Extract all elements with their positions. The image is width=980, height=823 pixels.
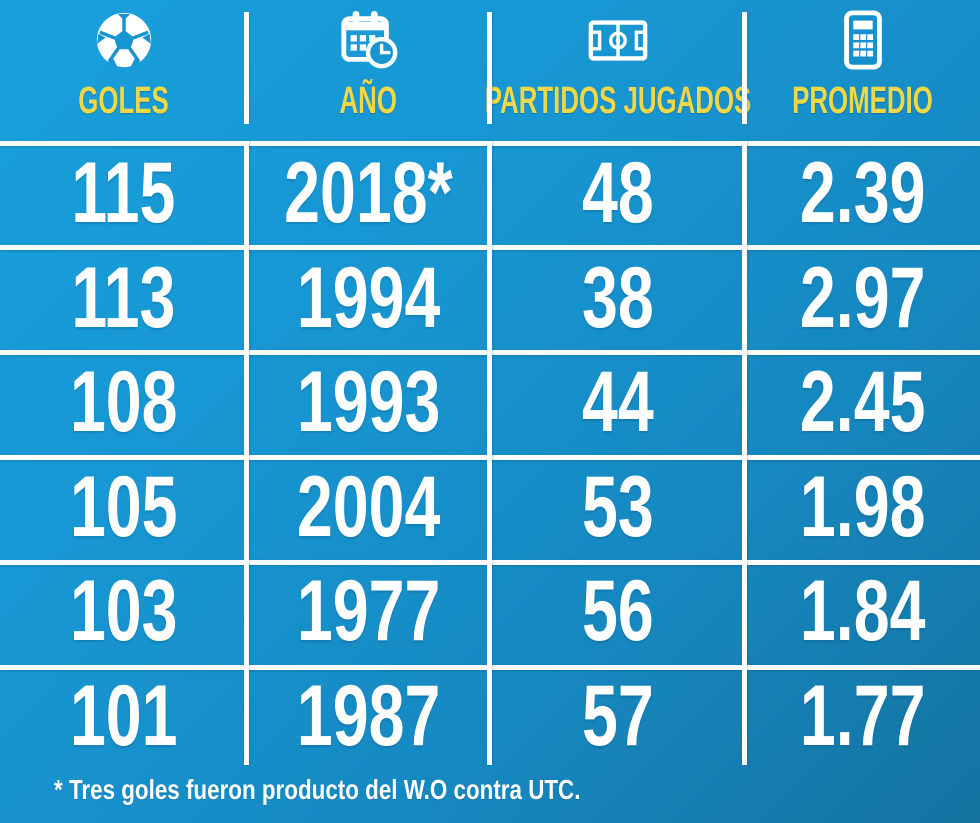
column-label-promedio: PROMEDIO	[792, 80, 933, 122]
table-cell: 115	[0, 141, 247, 246]
promedio-value: 1.98	[799, 458, 926, 555]
table-cell: 1977	[247, 559, 490, 664]
column-divider	[742, 12, 747, 124]
table-cell: 1.98	[745, 455, 980, 560]
header-ano: AÑO	[247, 0, 490, 141]
table-cell: 1993	[247, 350, 490, 455]
ano-value: 2018*	[284, 145, 453, 242]
partidos-value: 38	[581, 249, 654, 346]
column-divider	[487, 141, 492, 765]
calendar-clock-icon	[340, 10, 397, 69]
header-partidos: PARTIDOS JUGADOS	[484, 0, 751, 141]
table-cell: 113	[0, 246, 247, 351]
table-cell: 56	[490, 559, 745, 664]
table-cell: 1.84	[745, 559, 980, 664]
table-cell: 2.39	[745, 141, 980, 246]
column-divider	[244, 12, 249, 124]
soccer-ball-icon	[96, 12, 151, 68]
table-cell: 1.77	[745, 664, 980, 769]
column-divider	[244, 141, 249, 765]
table-cell: 1994	[247, 246, 490, 351]
partidos-value: 53	[581, 458, 654, 555]
table-cell: 53	[490, 455, 745, 560]
table-cell: 2.45	[745, 350, 980, 455]
table-cell: 2.97	[745, 246, 980, 351]
column-divider	[742, 141, 747, 765]
table-cell: 2018*	[247, 141, 490, 246]
table-cell: 105	[0, 455, 247, 560]
ano-value: 1987	[296, 667, 441, 764]
table-cell: 103	[0, 559, 247, 664]
calculator-icon	[843, 10, 882, 70]
column-divider	[487, 12, 492, 124]
ano-value: 1993	[296, 354, 441, 451]
table-cell: 2004	[247, 455, 490, 560]
table-cell: 101	[0, 664, 247, 769]
promedio-value: 2.97	[799, 249, 926, 346]
football-field-icon	[588, 20, 647, 61]
table-cell: 44	[490, 350, 745, 455]
table-cell: 1987	[247, 664, 490, 769]
partidos-value: 48	[581, 145, 654, 242]
promedio-value: 2.39	[799, 145, 926, 242]
goles-value: 105	[69, 458, 178, 555]
goles-value: 113	[71, 249, 176, 346]
stats-table: GOLES AÑO	[0, 0, 980, 769]
goles-value: 115	[71, 145, 176, 242]
footnote: * Tres goles fueron producto del W.O con…	[54, 774, 581, 805]
goles-value: 101	[69, 667, 178, 764]
column-label-partidos: PARTIDOS JUGADOS	[484, 80, 751, 122]
ano-value: 2004	[296, 458, 441, 555]
goles-value: 108	[69, 354, 178, 451]
ano-value: 1977	[296, 563, 441, 660]
column-label-goles: GOLES	[78, 80, 169, 122]
partidos-value: 44	[581, 354, 654, 451]
table-cell: 38	[490, 246, 745, 351]
header-promedio: PROMEDIO	[745, 0, 980, 141]
promedio-value: 2.45	[799, 354, 926, 451]
ano-value: 1994	[296, 249, 441, 346]
goles-value: 103	[69, 563, 178, 660]
promedio-value: 1.77	[799, 667, 926, 764]
table-cell: 57	[490, 664, 745, 769]
header-goles: GOLES	[0, 0, 247, 141]
partidos-value: 56	[581, 563, 654, 660]
table-cell: 48	[490, 141, 745, 246]
promedio-value: 1.84	[799, 563, 926, 660]
table-cell: 108	[0, 350, 247, 455]
column-label-ano: AÑO	[339, 80, 398, 122]
partidos-value: 57	[581, 667, 654, 764]
